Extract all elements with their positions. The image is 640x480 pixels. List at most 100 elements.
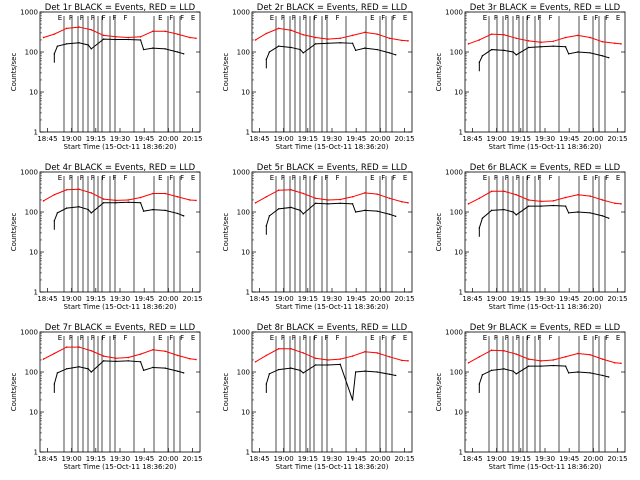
events-point [552,204,554,207]
flag-label: F [594,174,598,182]
y-axis-label: Counts/sec [435,53,443,92]
x-tick-label: 19:15 [86,135,106,143]
events-point [540,365,542,367]
events-point [314,43,317,45]
flag-label: E [158,334,162,342]
y-tick-label: 10 [241,249,250,257]
events-point [527,205,530,207]
lld-point [614,42,616,45]
lld-point [467,361,470,364]
flag-label: F [392,334,396,342]
y-tick-label: 1 [34,129,38,137]
x-tick-label: 18:45 [37,295,57,303]
x-tick-label: 19:00 [62,135,82,143]
events-point [503,208,505,211]
x-tick-label: 19:30 [322,455,342,463]
lld-point [254,360,257,363]
flag-label: F [91,14,95,22]
x-tick-label: 20:15 [182,455,202,463]
y-axis-label: Counts/sec [222,213,230,252]
events-point [152,208,154,211]
events-point [302,213,304,215]
events-point [351,203,354,205]
lld-point [290,29,292,32]
flag-label: F [123,174,127,182]
events-point [115,38,117,41]
y-tick-label: 1 [246,129,250,137]
lld-point [139,35,142,38]
events-point [290,46,292,49]
lld-point [376,33,379,35]
events-point [164,48,166,50]
events-series-line [478,45,609,63]
lld-point [115,35,117,38]
lld-point [176,354,179,357]
flag-label: F [169,14,173,22]
x-tick-label: 19:45 [346,295,366,303]
y-tick-label: 1000 [445,329,463,337]
lld-point [254,201,257,204]
events-point [164,209,166,212]
lld-point [127,199,130,201]
flag-label: F [180,174,184,182]
events-point [142,369,145,372]
flag-label: F [123,14,127,22]
events-point [490,369,493,372]
y-tick-label: 1 [459,129,463,137]
events-point [339,202,341,205]
lld-point [478,197,481,200]
x-tick-label: 19:00 [62,295,82,303]
x-tick-label: 19:15 [298,135,318,143]
flag-label: E [403,174,407,182]
y-axis-label: Counts/sec [10,53,18,92]
lld-point [601,358,604,360]
x-tick-label: 20:00 [370,295,390,303]
flag-label: F [335,14,339,22]
lld-series-line [43,346,197,361]
lld-point [176,33,179,35]
events-point [515,214,517,216]
y-axis-label: Counts/sec [10,373,18,412]
x-tick-label: 20:15 [182,295,202,303]
lld-point [127,356,130,359]
lld-point [327,38,329,40]
flag-label: F [381,174,385,182]
flag-label: F [605,14,609,22]
x-tick-label: 20:00 [158,135,178,143]
lld-point [90,349,93,352]
events-point [102,202,105,204]
lld-point [407,201,409,204]
x-axis-label: Start Time (15-Oct-11 18:36:20) [64,463,177,471]
events-point [182,372,185,374]
flag-label: F [605,334,609,342]
events-point [290,206,292,209]
lld-point [314,36,317,39]
y-tick-label: 10 [29,89,38,97]
events-point [481,55,484,57]
flag-label: F [303,14,307,22]
y-tick-label: 10 [29,409,38,417]
events-point [490,209,493,212]
x-tick-label: 19:15 [511,295,531,303]
lld-point [601,199,604,201]
panel-title: Det 4r BLACK = Events, RED = LLD [45,163,196,173]
events-point [277,208,280,210]
flag-label: E [191,334,195,342]
events-point [90,371,92,373]
events-point [327,364,329,366]
lld-point [265,195,268,198]
events-point [552,45,554,47]
panel-8: Det 8r BLACK = Events, RED = LLD 1 10 100 10… [222,323,415,471]
flag-label: F [69,174,73,182]
lld-point [152,192,154,195]
flag-label: F [303,174,307,182]
lld-point [364,350,366,353]
lld-point [503,33,505,36]
x-tick-label: 19:15 [298,455,318,463]
x-tick-label: 20:00 [158,295,178,303]
lld-point [139,353,142,355]
panel-1: Det 1r BLACK = Events, RED = LLD 1 10 100 10… [10,3,203,151]
events-point [182,215,185,217]
events-point [351,42,354,45]
events-point [139,361,142,363]
